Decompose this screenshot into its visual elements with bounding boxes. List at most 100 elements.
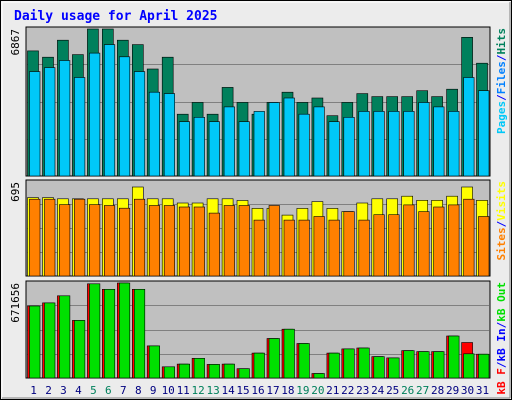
bar-pages bbox=[358, 111, 370, 177]
x-tick-label: 22 bbox=[341, 384, 354, 397]
bar-pages bbox=[44, 67, 56, 177]
bar-sites bbox=[89, 204, 101, 277]
x-tick-label: 23 bbox=[356, 384, 369, 397]
bar-kb-out bbox=[29, 305, 41, 379]
legend-entry: / bbox=[495, 94, 508, 101]
x-tick-label: 12 bbox=[191, 384, 204, 397]
x-tick-label: 31 bbox=[476, 384, 489, 397]
bar-sites bbox=[283, 219, 295, 277]
bar-pages bbox=[448, 111, 460, 177]
bar-kb-out bbox=[223, 363, 235, 379]
chart-title: Daily usage for April 2025 bbox=[14, 9, 218, 24]
bar-kb-out bbox=[253, 352, 265, 379]
x-tick-label: 26 bbox=[401, 384, 414, 397]
x-tick-label: 20 bbox=[311, 384, 324, 397]
bar-pages bbox=[253, 111, 265, 177]
bar-kb-out bbox=[328, 352, 340, 379]
bar-pages bbox=[148, 91, 160, 177]
x-tick-label: 14 bbox=[221, 384, 235, 397]
y-max-label: 671656 bbox=[9, 283, 22, 323]
bar-kb-out bbox=[433, 351, 445, 379]
bar-pages bbox=[134, 71, 146, 177]
legend-entry: kB In bbox=[495, 328, 508, 361]
bar-sites bbox=[178, 206, 190, 277]
bar-sites bbox=[328, 219, 340, 277]
bar-sites bbox=[478, 216, 490, 277]
bar-pages bbox=[283, 97, 295, 177]
bar-pages bbox=[403, 111, 415, 177]
bar-sites bbox=[74, 198, 86, 277]
bar-sites bbox=[463, 198, 475, 277]
bar-pages bbox=[163, 93, 175, 177]
bar-kb-out bbox=[89, 283, 101, 379]
bar-pages bbox=[298, 113, 310, 177]
legend-middle: Sites/Visits bbox=[495, 181, 508, 261]
legend-entry: / bbox=[495, 54, 508, 61]
bar-kb-out bbox=[238, 368, 250, 379]
x-axis-day-labels: 1 2 3 4 5 6 7 8 9 10 11 12 13 14 15 16 17 18 19 20 21 22 23 24 2… bbox=[30, 384, 489, 397]
bar-sites bbox=[163, 205, 175, 277]
bar-sites bbox=[448, 204, 460, 277]
x-tick-label: 17 bbox=[266, 384, 279, 397]
panel-hits-files-pages: 6867 bbox=[9, 26, 491, 177]
bar-sites bbox=[433, 206, 445, 277]
bar-sites bbox=[193, 206, 205, 277]
bar-kb-out bbox=[373, 356, 385, 379]
bar-sites bbox=[119, 207, 131, 277]
bar-kb-out bbox=[448, 335, 460, 379]
bar-sites bbox=[223, 205, 235, 277]
bar-sites bbox=[208, 212, 220, 277]
x-tick-label: 2 bbox=[45, 384, 52, 397]
bar-pages bbox=[433, 106, 445, 177]
bar-sites bbox=[148, 205, 160, 277]
bar-kb-out bbox=[74, 320, 86, 379]
x-tick-label: 6 bbox=[105, 384, 112, 397]
bar-pages bbox=[29, 71, 41, 177]
bar-kb-out bbox=[403, 350, 415, 379]
bar-sites bbox=[253, 219, 265, 277]
bar-kb-out bbox=[463, 353, 475, 379]
bar-kb-out bbox=[44, 302, 56, 379]
bar-sites bbox=[358, 219, 370, 277]
bar-kb-out bbox=[59, 295, 71, 379]
bar-sites bbox=[403, 204, 415, 277]
bar-kb-out bbox=[178, 363, 190, 379]
bar-kb-out bbox=[268, 338, 280, 379]
bar-kb-out bbox=[418, 351, 430, 379]
bar-pages bbox=[74, 77, 86, 177]
bar-kb-out bbox=[388, 357, 400, 379]
x-tick-label: 7 bbox=[120, 384, 127, 397]
legend-entry: Hits bbox=[495, 28, 508, 55]
x-tick-label: 18 bbox=[281, 384, 294, 397]
bar-pages bbox=[59, 60, 71, 177]
bar-pages bbox=[89, 52, 101, 177]
x-tick-label: 21 bbox=[326, 384, 339, 397]
bar-sites bbox=[238, 205, 250, 277]
bar-pages bbox=[328, 121, 340, 177]
y-max-label: 6867 bbox=[9, 29, 22, 56]
x-tick-label: 28 bbox=[431, 384, 444, 397]
bar-kb-out bbox=[313, 373, 325, 379]
x-tick-label: 13 bbox=[206, 384, 219, 397]
bar-sites bbox=[268, 205, 280, 277]
legend-top: Pages/Files/Hits bbox=[495, 28, 508, 134]
legend-entry: kB F bbox=[495, 368, 508, 395]
bar-kb-out bbox=[119, 282, 131, 379]
x-tick-label: 15 bbox=[236, 384, 249, 397]
bar-kb-out bbox=[148, 345, 160, 379]
x-tick-label: 5 bbox=[90, 384, 97, 397]
bar-pages bbox=[478, 90, 490, 177]
bar-kb-out bbox=[343, 348, 355, 379]
x-tick-label: 19 bbox=[296, 384, 309, 397]
bar-kb-out bbox=[283, 328, 295, 379]
legend-entry: / bbox=[495, 220, 508, 227]
bar-pages bbox=[418, 102, 430, 177]
bar-sites bbox=[298, 219, 310, 277]
bar-kb-out bbox=[134, 288, 146, 379]
bar-sites bbox=[418, 211, 430, 277]
x-tick-label: 4 bbox=[75, 384, 82, 397]
x-tick-label: 10 bbox=[162, 384, 175, 397]
bar-sites bbox=[59, 204, 71, 277]
